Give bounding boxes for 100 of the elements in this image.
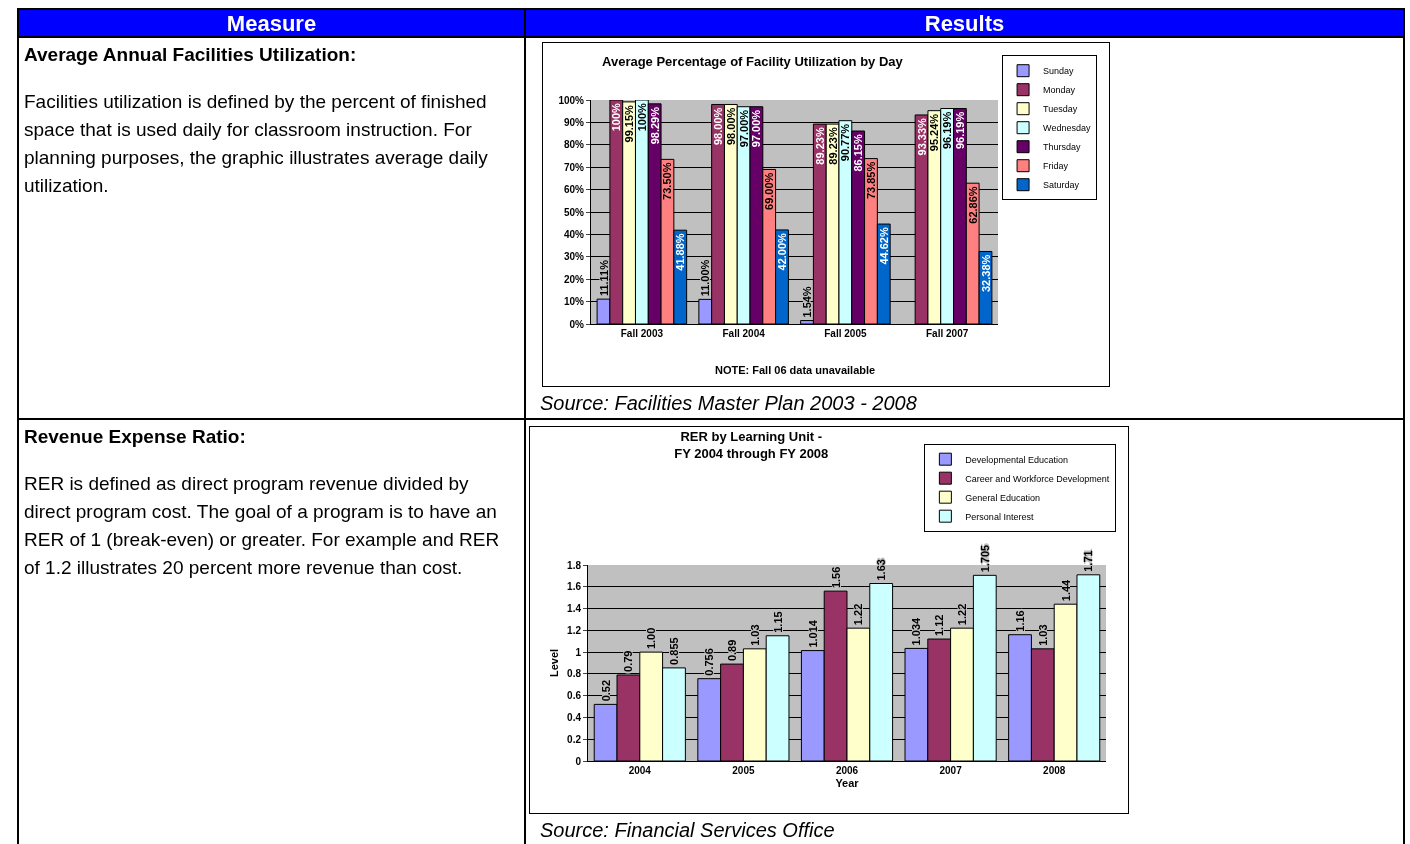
data-label: 73.85% [864, 161, 877, 200]
y-tick-label: 0 [575, 755, 582, 767]
data-label: 1.44 [1059, 578, 1072, 602]
data-label: 1.71 [1082, 550, 1095, 572]
x-tick-label: Fall 2004 [722, 328, 766, 339]
data-label: 1.63 [875, 559, 888, 581]
data-label: 99.15% [623, 104, 636, 143]
x-tick-label: Fall 2003 [620, 328, 664, 339]
y-tick-label: 40% [563, 228, 585, 240]
data-label: 100% [610, 103, 623, 132]
y-tick-label: 1.2 [567, 624, 582, 636]
y-tick-label: 0.8 [567, 668, 582, 680]
data-label: 1.03 [1036, 624, 1049, 646]
data-label: 1.705 [978, 544, 991, 573]
data-label: 11.11% [597, 259, 610, 297]
data-label: 86.15% [852, 134, 865, 172]
data-label: 1.22 [852, 603, 865, 626]
y-tick-label: 0% [569, 318, 585, 330]
y-tick-label: 10% [563, 296, 585, 308]
text: Average Annual Facilities Utilization: [24, 44, 358, 66]
data-label: 1.22 [955, 603, 968, 626]
data-label: 11.00% [699, 259, 712, 297]
y-tick-label: 1 [575, 646, 582, 658]
data-label: 89.23% [813, 127, 826, 165]
source-note: Source: Facilities Master Plan 2003 - 2008 [540, 392, 917, 415]
y-tick-label: 1.8 [567, 559, 582, 571]
data-label: 0.855 [667, 637, 680, 665]
legend-label: Friday [1043, 161, 1069, 172]
data-label: 1.12 [933, 614, 946, 637]
data-label: 44.62% [877, 227, 890, 265]
data-label: 1.15 [771, 611, 784, 633]
data-label: 1.56 [829, 566, 842, 589]
y-axis-title: Level [547, 648, 560, 678]
legend-label: Sunday [1043, 66, 1075, 77]
data-label: 41.88% [674, 233, 687, 271]
y-tick-label: 30% [563, 251, 585, 263]
x-tick-label: 2005 [732, 765, 755, 776]
data-label: 89.23% [826, 127, 839, 165]
text: Results [524, 8, 1405, 38]
chart-title: RER by Learning Unit - FY 2004 through FY 2008 [674, 428, 829, 461]
text: Facilities utilization is defined by the percent of finished space that is used daily for classroom instruction. For planning purposes, the graphic illustrates average daily utilization. [24, 90, 489, 198]
y-tick-label: 1.6 [567, 581, 582, 593]
data-label: 1.54% [801, 286, 814, 318]
data-label: 0.79 [622, 650, 635, 672]
data-label: 42.00% [776, 232, 788, 271]
y-tick-label: 0.6 [567, 690, 582, 702]
data-label: 100% [635, 103, 648, 132]
data-label: 97.00% [750, 109, 763, 148]
text: NOTE: Fall 06 data unavailable [715, 364, 876, 376]
y-tick-label: 80% [563, 139, 585, 151]
data-label: 93.33% [915, 117, 928, 156]
y-tick-label: 70% [563, 161, 585, 173]
text: RER is defined as direct program revenue divided by direct program cost. The goal of a program is to have an RER of 1 (break-even) or greater. For example and RER of 1.2 illustrates 20 percent more revenue than cost. [24, 472, 501, 580]
y-tick-label: 50% [563, 206, 585, 218]
data-label: 97.00% [737, 109, 750, 148]
x-tick-label: 2008 [1043, 765, 1066, 776]
legend-label: General Education [965, 492, 1040, 503]
data-label: 1.16 [1014, 610, 1027, 632]
y-tick-label: 20% [563, 273, 585, 285]
source-note: Source: Financial Services Office [540, 819, 835, 842]
x-tick-label: Fall 2007 [926, 328, 969, 339]
y-tick-label: 0.4 [567, 711, 582, 723]
x-tick-label: 2004 [628, 765, 652, 776]
data-label: 1.03 [748, 624, 761, 646]
data-label: 69.00% [763, 172, 776, 210]
x-tick-label: 2007 [939, 765, 963, 776]
legend-label: Wednesday [1043, 123, 1091, 134]
data-label: 98.00% [724, 107, 737, 146]
data-label: 96.19% [953, 111, 966, 150]
data-label: 32.38% [979, 254, 992, 292]
text: Revenue Expense Ratio: [24, 426, 247, 448]
data-label: 98.29% [648, 106, 661, 145]
data-label: 95.24% [928, 113, 941, 152]
x-axis-title: Year [835, 777, 860, 790]
legend-label: Developmental Education [965, 454, 1068, 465]
data-label: 1.034 [910, 617, 923, 646]
data-label: 0.52 [599, 679, 612, 702]
legend-label: Tuesday [1043, 104, 1078, 115]
data-label: 0.756 [703, 648, 716, 676]
data-label: 96.19% [941, 111, 954, 150]
chart-title: Average Percentage of Facility Utilization by Day [602, 54, 904, 70]
legend-label: Thursday [1043, 142, 1082, 153]
legend-label: Personal Interest [965, 511, 1034, 522]
x-tick-label: 2006 [835, 765, 859, 776]
y-tick-label: 1.4 [567, 603, 582, 615]
y-tick-label: 0.2 [567, 733, 582, 745]
y-tick-label: 100% [558, 94, 585, 106]
text: Measure [17, 8, 526, 38]
data-label: 0.89 [726, 639, 739, 662]
y-tick-label: 90% [563, 116, 585, 128]
data-label: 62.86% [966, 186, 979, 224]
data-label: 1.00 [645, 627, 658, 650]
x-tick-label: Fall 2005 [824, 328, 867, 339]
data-label: 1.014 [806, 619, 819, 648]
y-tick-label: 60% [563, 184, 585, 196]
legend-label: Career and Workforce Development [965, 473, 1110, 484]
data-label: 98.00% [712, 107, 725, 146]
legend-label: Monday [1043, 85, 1076, 96]
data-label: 90.77% [839, 123, 852, 162]
data-label: 73.50% [661, 162, 674, 200]
